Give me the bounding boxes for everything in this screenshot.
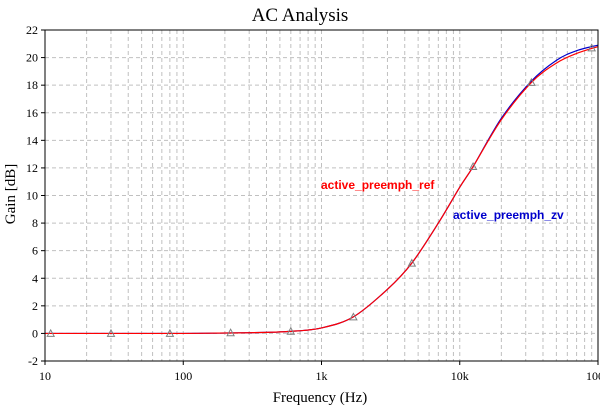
series-lines [44, 44, 599, 335]
y-tick-label: 6 [32, 244, 38, 258]
y-tick-label: 12 [26, 161, 38, 175]
legend-label-active-preemph-zv: active_preemph_zv [453, 208, 564, 222]
y-tick-label: 18 [26, 78, 38, 92]
chart-title: AC Analysis [252, 5, 349, 26]
x-tick-label: 10k [451, 369, 469, 383]
y-tick-label: 20 [26, 51, 38, 65]
x-tick-label: 10 [39, 369, 51, 383]
triangle-marker [46, 328, 56, 337]
triangle-marker [349, 312, 358, 321]
triangle-marker [106, 328, 116, 337]
grid [45, 30, 598, 361]
series-line-active-preemph-ref [44, 45, 599, 335]
triangle-marker [468, 161, 478, 170]
x-tick-label: 100k [586, 369, 600, 383]
triangle-marker [226, 328, 235, 337]
y-tick-label: 2 [32, 299, 38, 313]
triangle-marker [165, 328, 175, 337]
y-tick-label: 0 [32, 326, 38, 340]
y-tick-label: 22 [26, 23, 38, 37]
triangle-marker [407, 258, 417, 267]
x-tick-label: 100 [174, 369, 192, 383]
y-tick-label: 8 [32, 216, 38, 230]
y-axis-label: Gain [dB] [3, 164, 19, 224]
data-markers [46, 43, 597, 337]
y-tick-label: -2 [28, 354, 38, 368]
triangle-marker [587, 43, 597, 52]
triangle-marker [527, 77, 536, 86]
tick-labels: 10 100 1k 10k 100k -2 0 2 4 6 8 10 12 14 16 18 20 22 [26, 23, 600, 383]
x-tick-label: 1k [316, 369, 328, 383]
y-tick-label: 4 [32, 271, 38, 285]
plot-frame [44, 29, 599, 362]
x-axis-label: Frequency (Hz) [273, 390, 368, 406]
y-tick-label: 16 [26, 106, 38, 120]
legend-label-active-preemph-ref: active_preemph_ref [321, 178, 435, 192]
y-tick-label: 10 [26, 189, 38, 203]
triangle-marker [286, 326, 296, 335]
y-tick-label: 14 [26, 133, 38, 147]
